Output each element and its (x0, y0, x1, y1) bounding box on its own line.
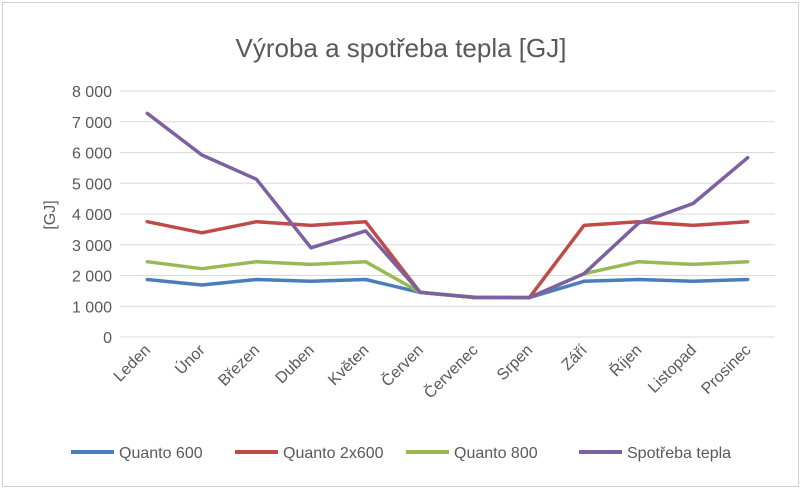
chart: Výroba a spotřeba tepla [GJ] [GJ] 0 1 000… (42, 33, 775, 462)
series-lines (145, 111, 750, 300)
y-tick-label: 1 000 (72, 299, 112, 316)
legend-label: Spotřeba tepla (627, 445, 731, 462)
x-tick-label: Září (559, 341, 592, 374)
x-tick-label: Duben (273, 342, 318, 387)
y-tick-labels: 0 1 000 2 000 3 000 4 000 5 000 6 000 7 000 8 00… (72, 84, 112, 347)
x-tick-label: Červen (377, 340, 427, 390)
y-tick-label: 0 (103, 330, 112, 347)
y-tick-label: 6 000 (72, 146, 112, 163)
x-tick-label: Prosinec (698, 342, 754, 398)
x-tick-label: Říjen (606, 340, 646, 380)
series-line (145, 111, 750, 300)
y-tick-label: 5 000 (72, 176, 112, 193)
legend-label: Quanto 600 (119, 445, 203, 462)
y-tick-label: 8 000 (72, 84, 112, 101)
x-tick-label: Listopad (645, 342, 700, 397)
legend-label: Quanto 2x600 (283, 445, 384, 462)
y-tick-label: 7 000 (72, 115, 112, 132)
x-tick-label: Červenec (420, 340, 482, 402)
y-axis-label: [GJ] (42, 200, 59, 229)
y-tick-label: 2 000 (72, 269, 112, 286)
x-tick-label: Srpen (494, 342, 536, 384)
x-tick-label: Květen (325, 342, 372, 389)
legend-label: Quanto 800 (454, 445, 538, 462)
series-line (145, 219, 750, 300)
x-tick-label: Únor (171, 340, 209, 378)
y-tick-label: 4 000 (72, 207, 112, 224)
gridlines (120, 90, 775, 338)
y-tick-label: 3 000 (72, 238, 112, 255)
x-tick-label: Leden (111, 342, 154, 385)
x-tick-labels: Leden Únor Březen Duben Květen ČervenČervenec… (111, 340, 755, 402)
x-tick-label: Březen (215, 342, 263, 390)
chart-title: Výroba a spotřeba tepla [GJ] (236, 33, 567, 63)
legend: Quanto 600 Quanto 2x600 Quanto 800 Spotřeba… (71, 445, 731, 462)
